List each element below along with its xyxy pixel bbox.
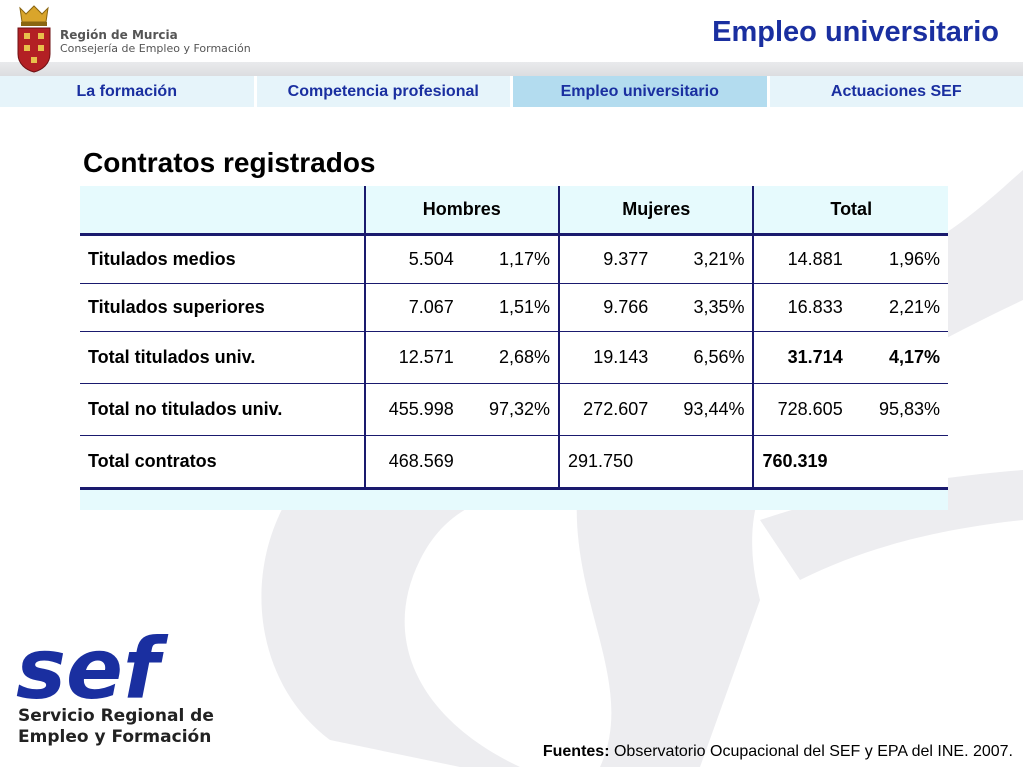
header-divider [0, 62, 1023, 76]
hombres-percent: 1,17% [461, 234, 560, 284]
total-percent: 1,96% [850, 234, 948, 284]
mujeres-percent: 6,56% [656, 331, 754, 384]
total-percent [850, 435, 948, 490]
sef-name: Servicio Regional de Empleo y Formación [18, 706, 214, 748]
hombres-count: 12.571 [363, 331, 462, 384]
mujeres-percent: 3,21% [656, 234, 754, 284]
top-navigation: La formación Competencia profesional Emp… [0, 76, 1023, 107]
table-row: Titulados superiores 7.067 1,51% 9.766 3… [80, 283, 948, 332]
row-label: Total no titulados univ. [80, 383, 365, 436]
hombres-percent: 1,51% [461, 283, 560, 332]
hombres-percent: 97,32% [461, 383, 560, 436]
total-count: 14.881 [752, 234, 851, 284]
total-percent: 95,83% [850, 383, 948, 436]
mujeres-count: 9.766 [558, 283, 657, 332]
row-label: Total contratos [80, 435, 365, 490]
region-murcia-logo: Región de Murcia Consejería de Empleo y … [14, 2, 254, 74]
total-percent: 2,21% [850, 283, 948, 332]
table-row: Total no titulados univ. 455.998 97,32% … [80, 383, 948, 436]
sef-logo-text: sef [16, 626, 169, 718]
table-row: Total contratos 468.569 291.750 760.319 [80, 435, 948, 490]
sef-name-line1: Servicio Regional de [18, 706, 214, 726]
hombres-count: 5.504 [363, 234, 462, 284]
header-total: Total [752, 186, 948, 236]
hombres-count: 7.067 [363, 283, 462, 332]
contracts-table-container: Hombres Mujeres Total Titulados medios 5… [80, 186, 948, 510]
row-label: Titulados superiores [80, 283, 365, 332]
sef-logo: sef [16, 626, 169, 718]
hombres-count: 455.998 [363, 383, 462, 436]
header-mujeres: Mujeres [558, 186, 754, 236]
total-count: 728.605 [752, 383, 851, 436]
table-header-row: Hombres Mujeres Total [80, 186, 948, 236]
tab-competencia-profesional[interactable]: Competencia profesional [256, 76, 513, 107]
row-label: Total titulados univ. [80, 331, 365, 384]
mujeres-count: 9.377 [558, 234, 657, 284]
contracts-table: Hombres Mujeres Total Titulados medios 5… [80, 186, 948, 490]
mujeres-count: 19.143 [558, 331, 657, 384]
total-count: 31.714 [752, 331, 851, 384]
page-title: Empleo universitario [712, 16, 999, 48]
table-row: Total titulados univ. 12.571 2,68% 19.14… [80, 331, 948, 384]
total-count: 16.833 [752, 283, 851, 332]
tab-la-formacion[interactable]: La formación [0, 76, 257, 107]
mujeres-percent [656, 435, 754, 490]
mujeres-percent: 3,35% [656, 283, 754, 332]
hombres-percent: 2,68% [461, 331, 560, 384]
sef-name-line2: Empleo y Formación [18, 727, 212, 747]
coat-of-arms-icon [17, 5, 51, 73]
mujeres-count: 291.750 [558, 435, 657, 490]
mujeres-percent: 93,44% [656, 383, 754, 436]
hombres-count: 468.569 [363, 435, 462, 490]
table-row: Titulados medios 5.504 1,17% 9.377 3,21%… [80, 234, 948, 284]
total-percent: 4,17% [850, 331, 948, 384]
header-empty-cell [80, 186, 365, 236]
org-subtitle: Consejería de Empleo y Formación [60, 42, 251, 55]
total-count: 760.319 [752, 435, 851, 490]
org-name: Región de Murcia [60, 28, 178, 42]
mujeres-count: 272.607 [558, 383, 657, 436]
tab-actuaciones-sef[interactable]: Actuaciones SEF [769, 76, 1023, 107]
header-hombres: Hombres [363, 186, 560, 236]
table-footer-band [80, 490, 948, 510]
row-label: Titulados medios [80, 234, 365, 284]
sources-label: Fuentes: [542, 743, 610, 760]
tab-empleo-universitario[interactable]: Empleo universitario [513, 76, 770, 107]
section-title: Contratos registrados [83, 147, 376, 178]
sources-text: Observatorio Ocupacional del SEF y EPA d… [609, 743, 1013, 760]
sources-note: Fuentes: Observatorio Ocupacional del SE… [543, 743, 1013, 761]
hombres-percent [461, 435, 560, 490]
